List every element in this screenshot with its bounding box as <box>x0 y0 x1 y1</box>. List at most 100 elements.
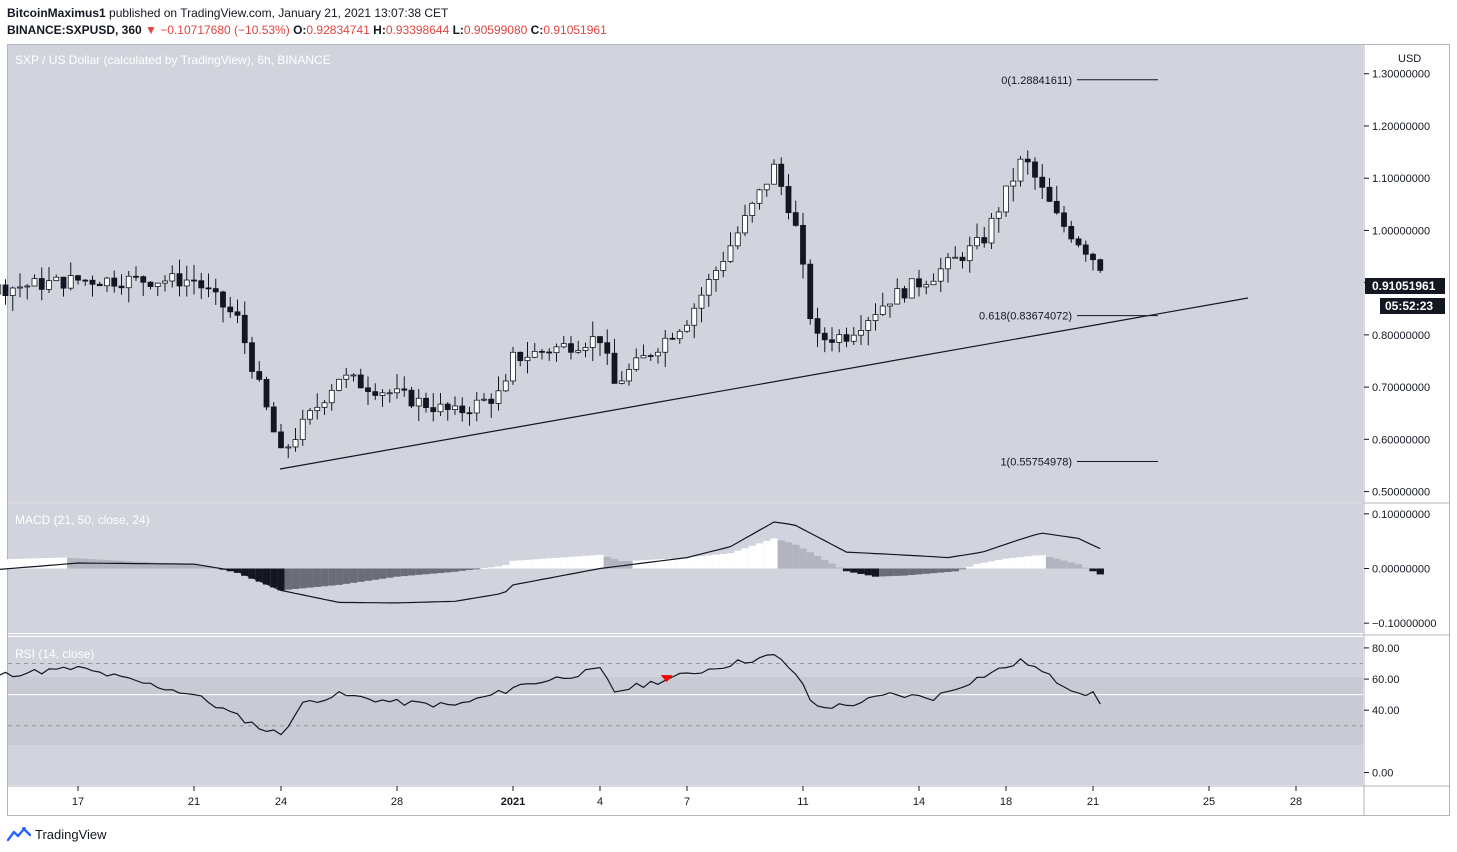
candle-body <box>75 275 81 281</box>
candle-body <box>2 284 9 296</box>
macd-histogram-bar <box>393 568 401 577</box>
macd-histogram-bar <box>291 568 300 589</box>
candle-body <box>582 347 589 351</box>
macd-histogram-bar <box>958 568 967 570</box>
low-label: L: <box>452 23 464 37</box>
price-axis-label: 0.70000000 <box>1372 382 1430 394</box>
macd-histogram-bar <box>270 568 278 588</box>
macd-histogram-bar <box>509 560 517 569</box>
candle-body <box>966 245 973 262</box>
candle-body <box>647 355 654 357</box>
macd-histogram-bar <box>552 557 561 569</box>
candle-body <box>727 245 734 262</box>
macd-histogram-bar <box>1045 556 1054 569</box>
macd-histogram-bar <box>639 560 648 569</box>
candle-body <box>104 277 110 287</box>
macd-histogram-bar <box>842 568 851 572</box>
candle-body <box>459 405 466 414</box>
macd-histogram-bar <box>777 540 785 569</box>
candle-body <box>705 279 712 296</box>
macd-histogram-bar <box>581 555 590 569</box>
candle-body <box>734 232 741 247</box>
macd-histogram-bar <box>1038 555 1046 569</box>
macd-histogram-bar <box>262 568 271 585</box>
macd-histogram-bar <box>422 568 430 575</box>
candle-body <box>212 288 219 293</box>
candle-body <box>285 446 292 449</box>
rsi-axis-label: 40.00 <box>1372 705 1400 717</box>
candle-body <box>531 350 538 358</box>
time-axis-label: 28 <box>1290 796 1302 808</box>
countdown-tag <box>1380 298 1445 314</box>
author-name[interactable]: BitcoinMaximus1 <box>7 6 106 20</box>
macd-line <box>0 521 1101 604</box>
candle-body <box>684 324 690 332</box>
macd-histogram-bar <box>88 559 97 569</box>
fib-levels[interactable]: 0(1.28841611) 0.618(0.83674072) 1(0.557549… <box>979 75 1158 469</box>
price-pane[interactable] <box>8 45 1363 502</box>
macd-histogram-bar <box>654 559 662 569</box>
time-axis-label: 4 <box>597 796 603 808</box>
time-axis[interactable]: 17 21 24 28 2021 4 7 11 14 18 21 25 28 <box>72 786 1302 808</box>
time-axis-label: 14 <box>913 796 925 808</box>
macd-histogram-bar <box>400 568 408 577</box>
candle-body <box>879 305 886 315</box>
candle-body <box>901 288 908 299</box>
macd-histogram-bar <box>784 542 793 569</box>
candle-body <box>1075 238 1082 246</box>
candle-body <box>140 276 147 283</box>
time-axis-label: 2021 <box>501 796 525 808</box>
candle-body <box>220 291 226 308</box>
candle-body <box>328 389 335 404</box>
macd-histogram-bar <box>697 556 706 569</box>
candle-body <box>365 387 371 393</box>
candle-body <box>249 342 255 372</box>
macd-histogram-bar <box>683 557 691 569</box>
macd-pane-title: MACD (21, 50, close, 24) <box>15 513 150 527</box>
candle-body <box>749 202 756 216</box>
macd-histogram-bar <box>465 568 474 571</box>
candle-body <box>807 263 814 319</box>
macd-histogram-bar <box>806 552 814 569</box>
macd-histogram-bar <box>995 560 1003 569</box>
macd-histogram-bar <box>755 543 764 569</box>
macd-histogram-bar <box>1002 558 1010 569</box>
macd-histogram-bar <box>183 564 191 569</box>
ascending-trendline[interactable] <box>279 297 1249 470</box>
macd-histogram-bar <box>284 568 292 590</box>
macd-histogram-bar <box>610 558 619 569</box>
candle-body <box>111 277 118 287</box>
price-axis-label: 1.10000000 <box>1372 173 1430 185</box>
down-arrow-icon: ▼ <box>145 23 157 37</box>
time-axis-label: 11 <box>797 796 808 808</box>
macd-histogram-bar <box>531 559 539 569</box>
macd-histogram-bar <box>516 560 524 569</box>
macd-axis[interactable]: 0.10000000 0.00000000 −0.10000000 <box>1364 509 1437 630</box>
macd-histogram-bar <box>45 557 53 569</box>
macd-histogram-bar <box>661 558 669 569</box>
rsi-bands <box>8 662 1363 727</box>
macd-histogram-bar <box>734 550 742 569</box>
tradingview-footer[interactable]: TradingView <box>7 824 107 844</box>
candle-body <box>981 237 988 244</box>
macd-histogram-bar <box>893 568 901 576</box>
macd-histogram-bar <box>480 568 488 570</box>
price-axis-label: 1.20000000 <box>1372 121 1430 133</box>
open-label: O: <box>293 23 307 37</box>
macd-histogram-bar <box>349 568 358 583</box>
rsi-axis[interactable]: 80.00 60.00 40.00 0.00 <box>1364 643 1400 780</box>
candle-body <box>1090 253 1096 261</box>
macd-histogram-bar <box>647 559 655 569</box>
candle-body <box>1024 158 1031 163</box>
candle-body <box>930 280 937 286</box>
candle-body <box>452 405 458 410</box>
candle-body <box>611 352 618 384</box>
candle-body <box>314 406 321 412</box>
candle-body <box>604 342 611 354</box>
candle-body <box>850 334 857 342</box>
macd-histogram-bar <box>1 559 10 569</box>
candle-body <box>394 388 400 394</box>
macd-histogram <box>0 538 1104 591</box>
macd-histogram-bar <box>908 568 916 575</box>
